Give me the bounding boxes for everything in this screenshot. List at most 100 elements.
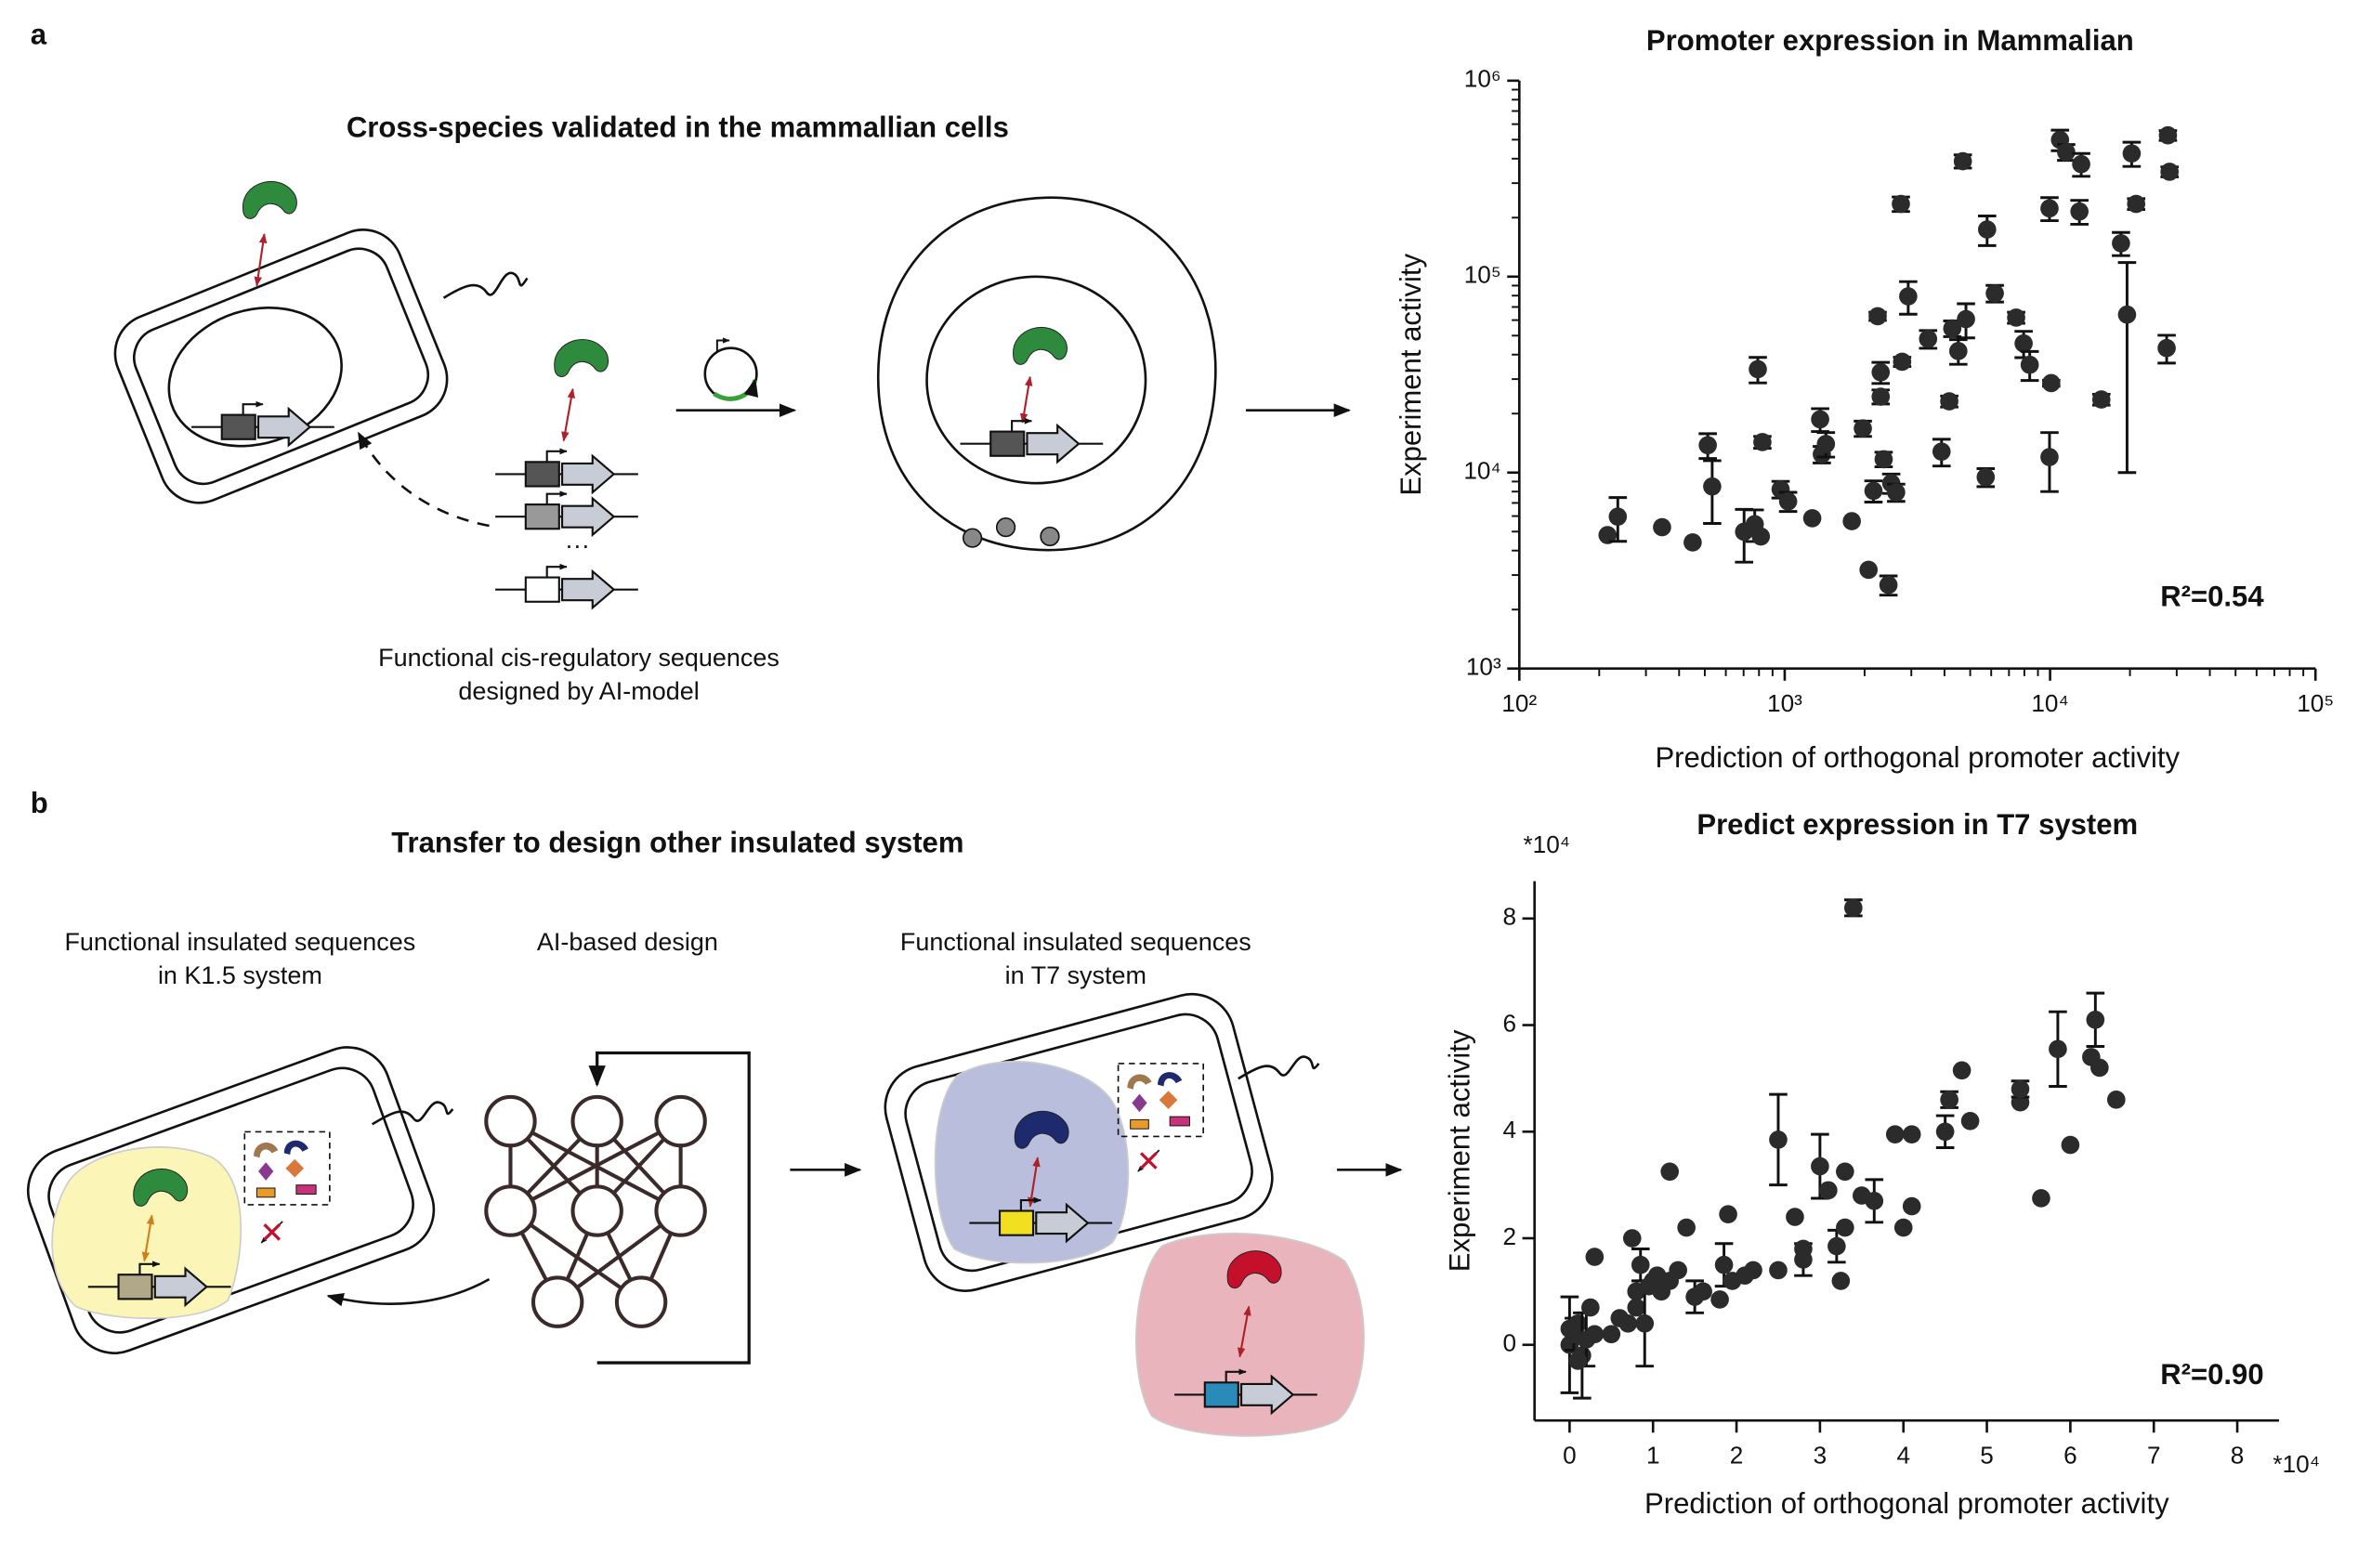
point [1585,1325,1605,1344]
point [1932,442,1951,461]
point [1635,1313,1655,1333]
caption: Functional insulated sequences [64,928,415,956]
point [1602,1325,1621,1344]
annotation: R²=0.90 [2160,1358,2263,1391]
point [1952,1061,1972,1080]
point [2011,1079,2030,1099]
designed-sequences-use [495,567,638,608]
x-tick-label: 1 [1646,1441,1660,1469]
x-tick-label: 0 [1563,1441,1577,1469]
k15-cell-use [261,1222,282,1243]
plasmid-path [713,378,759,401]
mammalian-cell-use [1013,326,1068,365]
x-tick-label: 10² [1501,689,1537,717]
caption: Functional cis-regulatory sequences [378,644,779,672]
bacterial-cell-use [191,404,334,445]
point [2070,202,2089,221]
neural-network-g [484,1094,707,1328]
point [1698,436,1717,455]
point [1653,517,1671,537]
mammalian-cell-circle [1040,526,1060,547]
point [2032,1189,2050,1208]
y-tick-label: 10⁴ [1463,457,1500,485]
point [2072,154,2090,174]
point [2090,1058,2109,1078]
y-tick-label: 8 [1502,903,1516,931]
point [1864,481,1883,501]
point [1585,1248,1605,1266]
designed-sequences-line [561,387,576,442]
x-axis-label: Prediction of orthogonal promoter activi… [1655,741,2180,774]
panel-title: Transfer to design other insulated syste… [391,827,963,859]
pink-compartment [1135,1163,1403,1437]
point [1899,287,1918,306]
point [1703,477,1722,496]
point [2117,305,2137,324]
point [1902,1196,1921,1216]
point [2127,194,2146,214]
neural-network-g-circle [570,1184,623,1237]
bacterial-cell-ellipse [167,306,343,448]
point [1919,330,1938,348]
point [1831,1272,1851,1290]
x-tick-label: 5 [1980,1441,1994,1469]
pink-compartment-line [1237,1305,1251,1358]
point [1560,1319,1579,1339]
point [1977,220,1997,239]
point [1581,1298,1600,1317]
point [2158,125,2178,145]
point [1836,1218,1854,1237]
point [1794,1239,1813,1259]
point [1960,1111,1980,1130]
point [1854,419,1872,438]
designed-sequences-path [357,431,490,528]
point [1786,1208,1804,1226]
point [1935,1122,1955,1142]
chart-title: Promoter expression in Mammalian [1646,24,2134,57]
point [1836,1162,1854,1182]
point [1769,1261,1788,1280]
point [1902,1125,1921,1143]
point [2020,355,2039,374]
point [1677,1218,1696,1237]
x-tick-label: 3 [1814,1441,1827,1469]
point [1879,575,1898,595]
x-multiplier: *10⁴ [2273,1450,2320,1478]
point [2049,1039,2067,1059]
t7-cell-use [1117,1063,1204,1138]
k15-cell [26,1046,454,1354]
y-tick-label: 10⁶ [1464,65,1501,93]
x-tick-label: 10³ [1767,689,1802,717]
error-bar [2117,261,2137,475]
point [1618,1313,1638,1333]
point [1669,1261,1687,1280]
mammalian-cell-line [1019,375,1033,424]
point [2040,199,2059,218]
caption: in K1.5 system [158,961,322,989]
point [1622,1229,1642,1248]
point [1744,1261,1762,1280]
mammalian-cell-use [961,421,1104,462]
point [1844,898,1863,918]
designed-sequences [357,338,638,608]
point [1940,392,1958,411]
panel-label: a [31,19,47,51]
caption: designed by AI-model [458,677,699,705]
neural-network-g-circle [531,1275,584,1328]
point [1683,533,1702,552]
point [1859,560,1879,580]
point [2041,373,2061,393]
point [1811,410,1829,429]
point [2086,1010,2105,1029]
point [1751,527,1771,546]
point [1893,352,1912,372]
point [2160,163,2179,181]
neural-network-g-circle [484,1184,537,1237]
k15-cell-use [243,1130,331,1206]
x-tick-label: 4 [1896,1441,1910,1469]
plasmid [675,337,797,418]
x-tick-label: 8 [2231,1441,2245,1469]
bacterial-cell-path [442,271,529,299]
x-tick-label: 10⁵ [2297,689,2334,717]
point [2157,338,2176,358]
